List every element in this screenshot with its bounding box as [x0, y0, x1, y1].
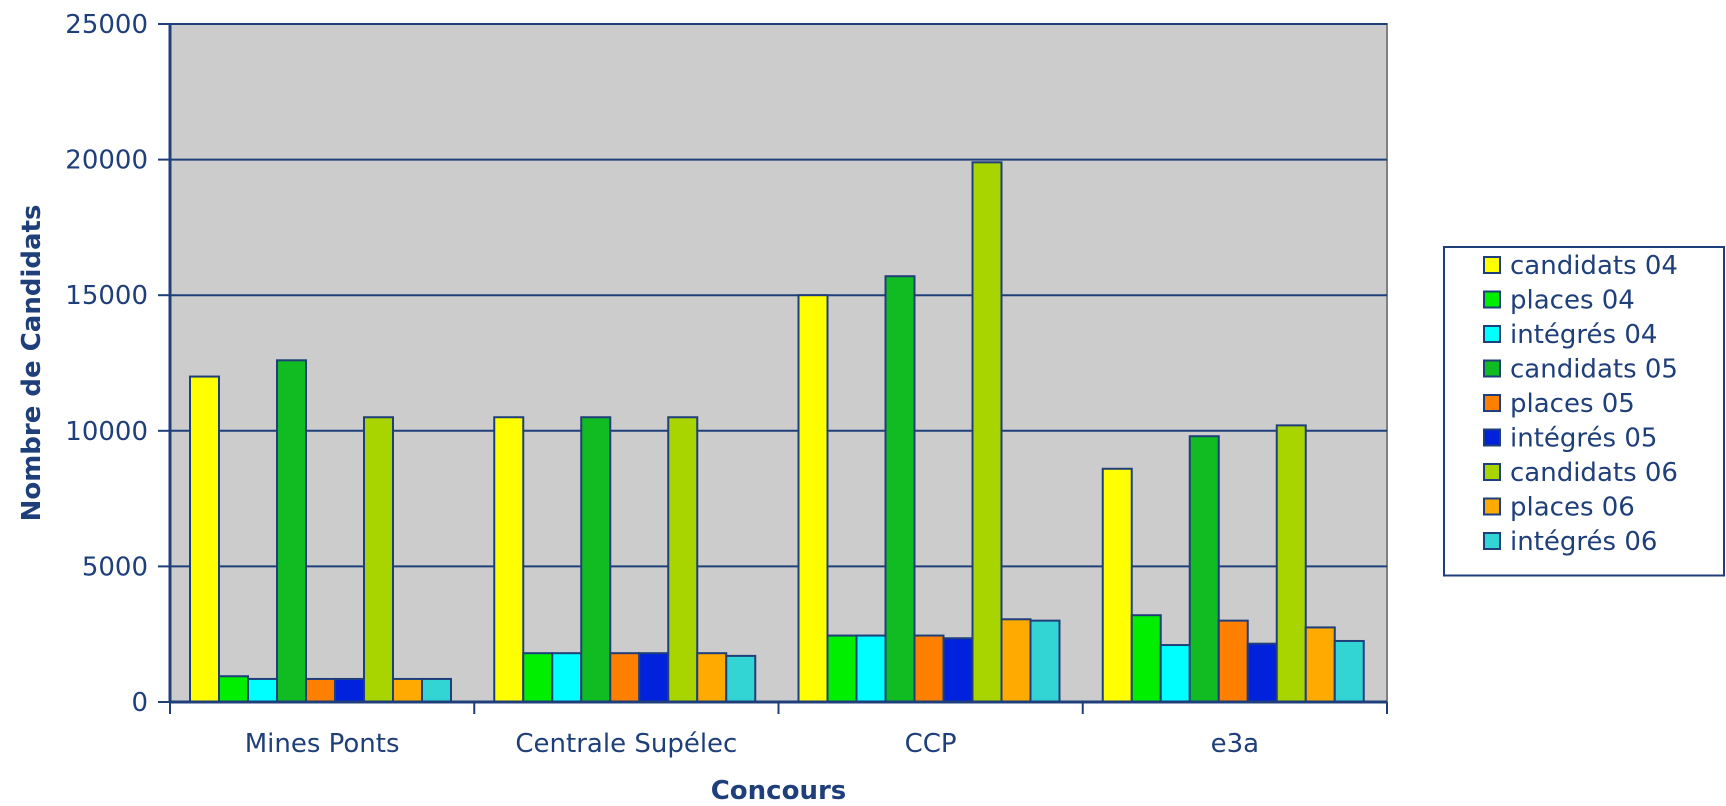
- x-tick-label: Mines Ponts: [245, 729, 400, 759]
- legend-swatch: [1483, 394, 1501, 412]
- bar-intégrés-05-0: [334, 677, 365, 703]
- bar-candidats-04-0: [189, 375, 220, 703]
- legend-label: intégrés 04: [1510, 320, 1657, 350]
- legend-swatch: [1483, 325, 1501, 343]
- legend-label: intégrés 05: [1510, 424, 1657, 454]
- bar-candidats-06-0: [363, 416, 394, 703]
- legend: candidats 04 places 04 intégrés 04 candidat…: [1443, 246, 1725, 577]
- bar-candidats-04-3: [1101, 467, 1133, 703]
- y-tick-labels: 0 5000 10000 15000 20000 25000: [65, 10, 148, 718]
- y-tick-label: 20000: [65, 146, 148, 176]
- bar-places-05-2: [913, 634, 945, 704]
- x-tick-label: e3a: [1211, 729, 1259, 759]
- bar-places-06-0: [392, 677, 423, 703]
- y-tick-label: 0: [131, 688, 148, 718]
- bar-places-04-1: [522, 652, 554, 704]
- y-tick-label: 10000: [65, 417, 148, 447]
- bar-places-06-2: [1000, 618, 1032, 703]
- legend-label: intégrés 06: [1510, 527, 1657, 557]
- bar-intégrés-06-3: [1333, 639, 1365, 703]
- legend-label: places 05: [1510, 389, 1635, 419]
- y-tick-label: 5000: [82, 552, 148, 582]
- legend-label: candidats 05: [1510, 355, 1678, 385]
- bar-intégrés-05-2: [942, 637, 974, 704]
- legend-swatch: [1483, 359, 1501, 378]
- legend-label: candidats 04: [1510, 251, 1678, 281]
- bar-intégrés-06-2: [1029, 619, 1061, 704]
- bar-places-06-3: [1304, 626, 1336, 703]
- bar-places-05-3: [1217, 619, 1249, 704]
- bar-places-06-1: [696, 652, 728, 704]
- bar-places-04-3: [1130, 614, 1162, 703]
- x-tick-label: Centrale Supélec: [515, 729, 737, 759]
- bar-intégrés-04-3: [1159, 644, 1191, 703]
- bar-candidats-04-2: [797, 294, 829, 703]
- bar-candidats-05-0: [276, 359, 307, 703]
- legend-label: places 06: [1510, 493, 1635, 523]
- legend-swatch: [1483, 532, 1501, 550]
- legend-swatch: [1483, 428, 1501, 447]
- bar-candidats-04-1: [493, 416, 525, 703]
- legend-swatch: [1483, 463, 1501, 481]
- bar-places-05-1: [609, 652, 641, 704]
- y-tick-label: 15000: [65, 281, 148, 311]
- bar-intégrés-04-2: [855, 634, 887, 704]
- bar-intégrés-06-1: [725, 654, 757, 703]
- bar-places-04-2: [826, 634, 858, 704]
- axes: [158, 23, 1388, 714]
- bar-candidats-05-1: [580, 416, 612, 703]
- legend-label: places 04: [1510, 286, 1635, 316]
- bar-intégrés-04-0: [247, 677, 278, 703]
- legend-label: candidats 06: [1510, 458, 1678, 488]
- legend-swatch: [1483, 256, 1501, 274]
- y-axis-title: Nombre de Candidats: [17, 205, 47, 522]
- x-tick-labels: Mines Ponts Centrale Supélec CCP e3a: [245, 729, 1259, 759]
- y-tick-label: 25000: [65, 10, 148, 40]
- bar-candidats-06-1: [667, 416, 699, 703]
- bar-candidats-06-3: [1275, 424, 1307, 703]
- bar-places-05-0: [305, 677, 336, 703]
- bar-intégrés-04-1: [551, 652, 583, 704]
- x-axis-title: Concours: [711, 776, 847, 806]
- bar-intégrés-05-1: [638, 652, 670, 704]
- bar-candidats-05-3: [1188, 435, 1220, 703]
- bar-candidats-05-2: [884, 275, 916, 703]
- x-tick-label: CCP: [905, 729, 957, 759]
- bars: [189, 161, 1365, 704]
- legend-swatch: [1483, 497, 1501, 516]
- legend-swatch: [1483, 290, 1501, 309]
- bar-places-04-0: [218, 675, 249, 704]
- bar-intégrés-05-3: [1246, 642, 1278, 704]
- bar-intégrés-06-0: [421, 677, 452, 703]
- bar-candidats-06-2: [971, 161, 1003, 703]
